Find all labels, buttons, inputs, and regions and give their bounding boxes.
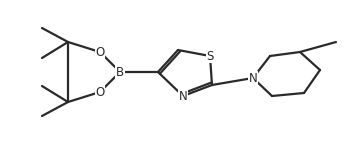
Text: O: O <box>95 46 105 59</box>
Text: B: B <box>116 66 124 79</box>
Text: N: N <box>178 89 187 102</box>
Text: O: O <box>95 86 105 99</box>
Text: S: S <box>206 49 214 62</box>
Text: N: N <box>249 72 257 85</box>
